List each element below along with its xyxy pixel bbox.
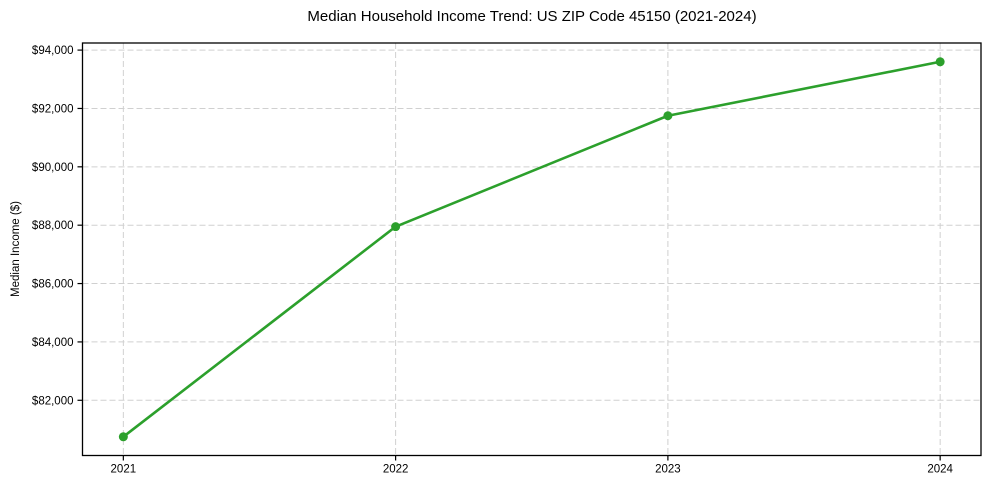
data-point-marker	[935, 57, 945, 67]
x-tick-label: 2023	[655, 464, 681, 476]
y-tick-label: $90,000	[32, 162, 74, 174]
y-tick-label: $92,000	[32, 103, 74, 115]
data-point-marker	[118, 432, 128, 442]
x-tick-label: 2021	[111, 464, 137, 476]
data-point-marker	[663, 111, 673, 121]
y-tick-label: $86,000	[32, 279, 74, 291]
y-tick-label: $82,000	[32, 395, 74, 407]
y-tick-label: $94,000	[32, 45, 74, 57]
y-tick-label: $88,000	[32, 220, 74, 232]
axes-border	[81, 42, 982, 457]
x-tick-label: 2024	[927, 464, 953, 476]
chart-title: Median Household Income Trend: US ZIP Co…	[307, 8, 757, 25]
y-tick-label: $84,000	[32, 337, 74, 349]
x-tick-label: 2022	[383, 464, 409, 476]
data-point-marker	[391, 222, 401, 232]
trend-line	[122, 60, 942, 439]
